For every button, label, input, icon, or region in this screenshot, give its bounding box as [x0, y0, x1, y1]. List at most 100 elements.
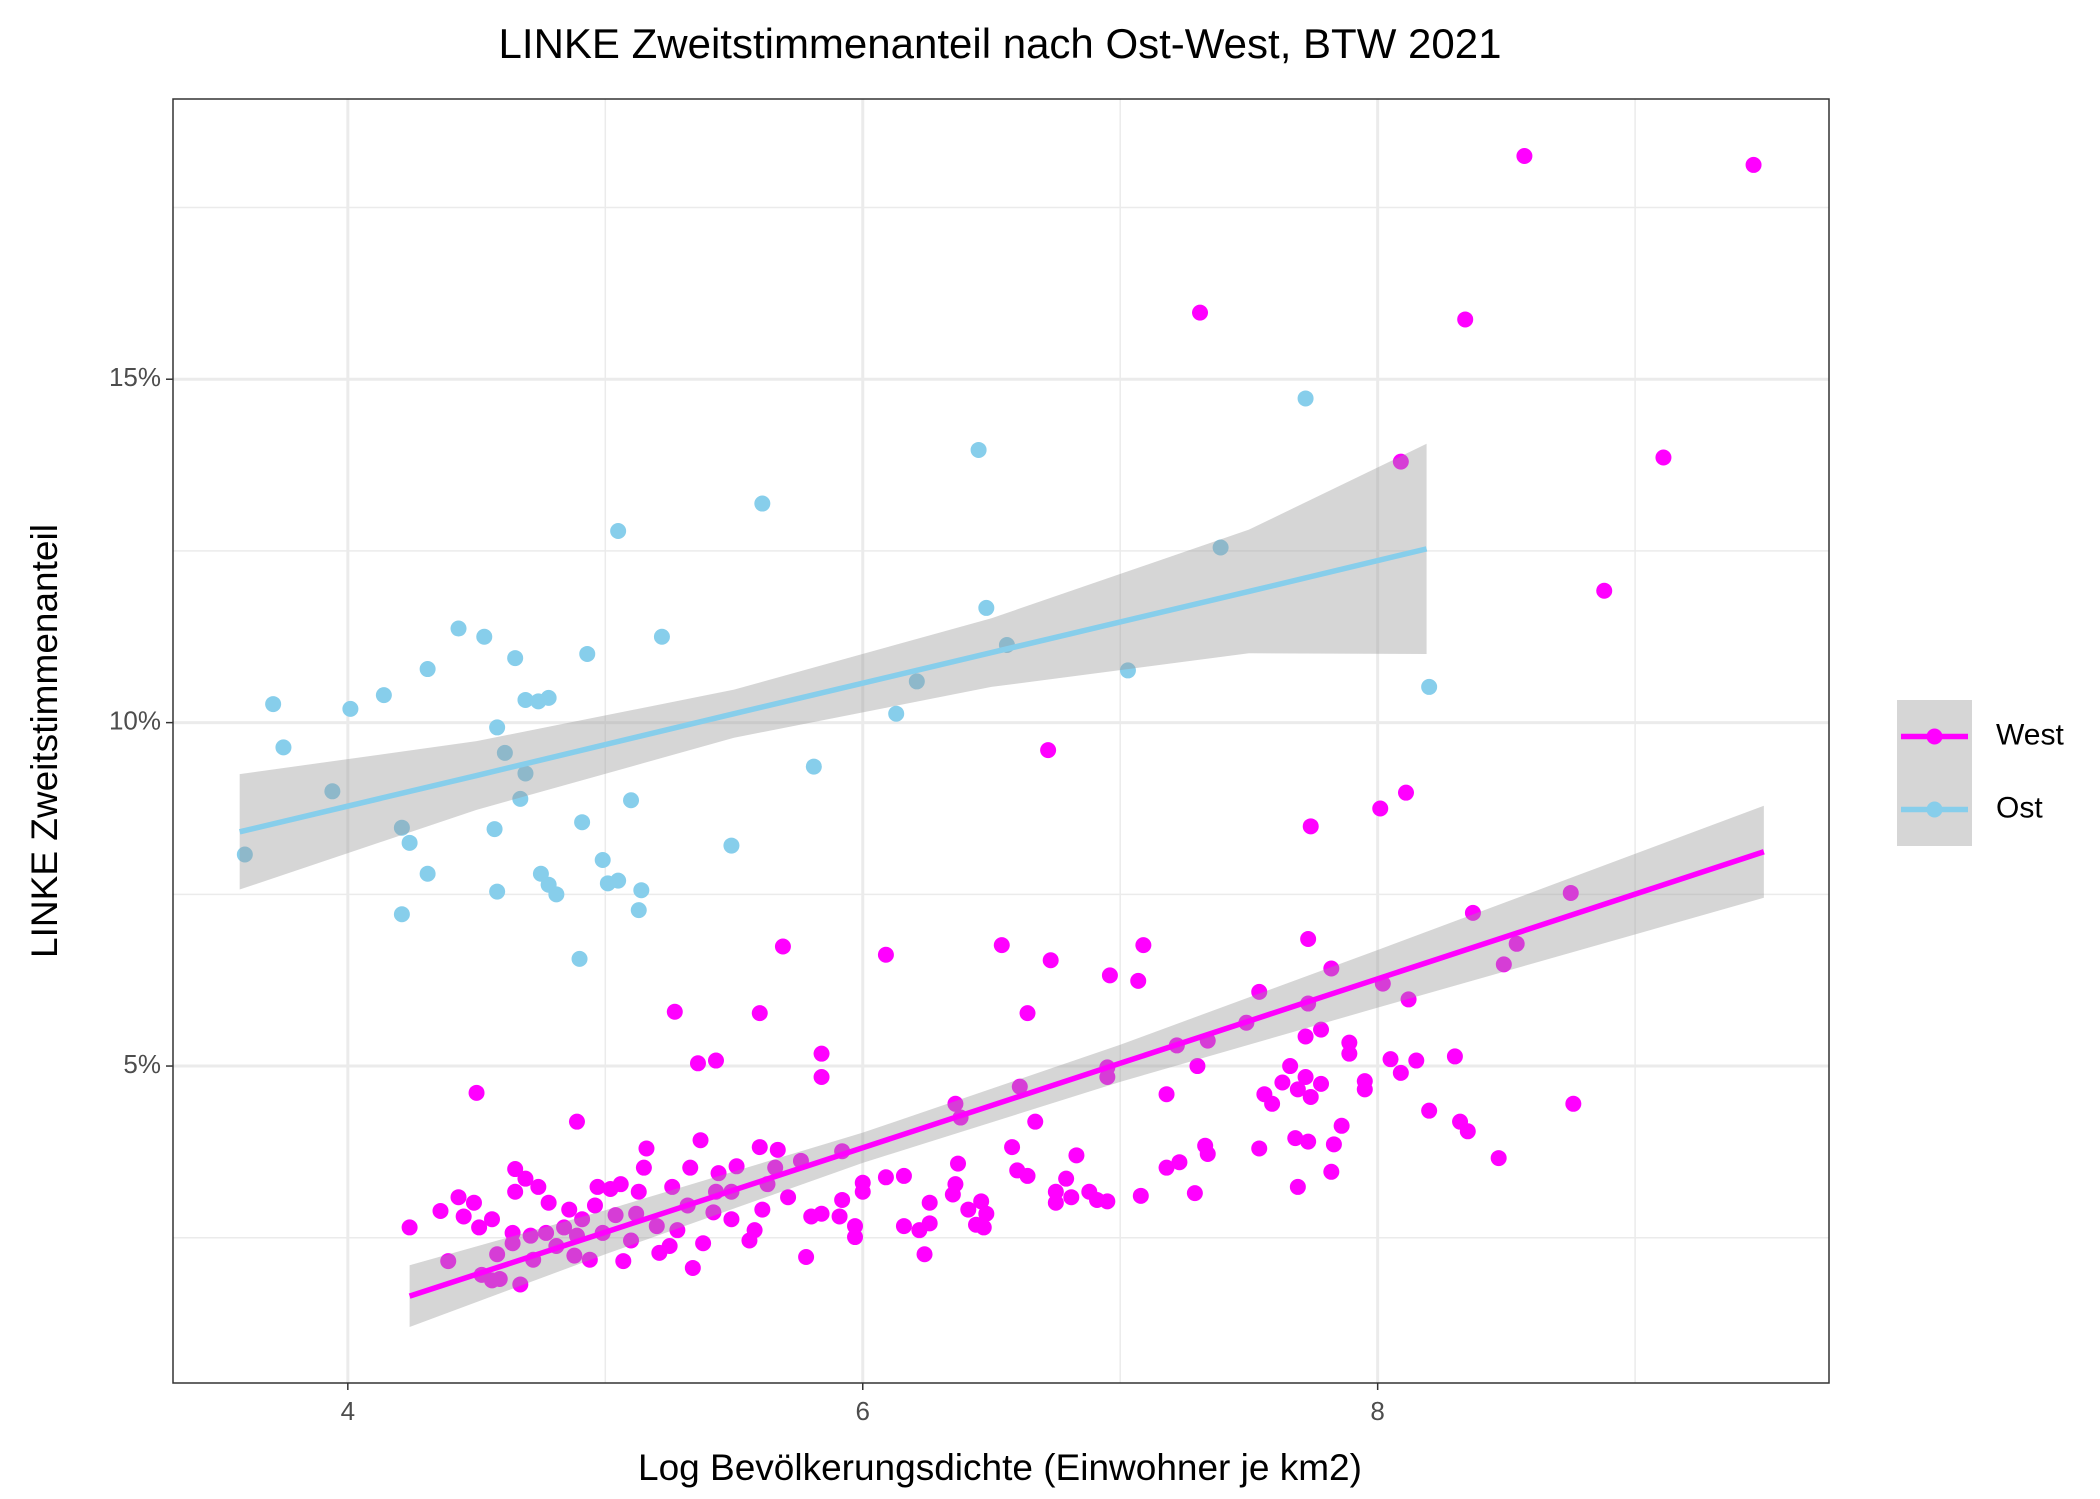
data-point — [574, 814, 591, 831]
data-point — [1289, 1081, 1306, 1098]
data-point — [538, 1224, 555, 1241]
data-point — [275, 739, 292, 756]
data-point — [975, 1219, 992, 1236]
data-point — [774, 938, 791, 955]
data-point — [1565, 1095, 1582, 1112]
data-point — [512, 1276, 529, 1293]
data-point — [1297, 1028, 1314, 1045]
data-point — [1300, 930, 1317, 947]
data-point — [1508, 935, 1525, 952]
data-point — [682, 1159, 699, 1176]
data-point — [754, 1201, 771, 1218]
data-point — [517, 765, 534, 782]
legend-label: Ost — [1996, 791, 2043, 824]
data-point — [1323, 960, 1340, 977]
data-point — [1192, 304, 1209, 321]
data-point — [769, 1141, 786, 1158]
data-point — [877, 1169, 894, 1186]
data-point — [1372, 800, 1389, 817]
x-axis-label: Log Bevölkerungsdichte (Einwohner je km2… — [638, 1447, 1362, 1488]
data-point — [566, 1247, 583, 1264]
data-point — [1313, 1075, 1330, 1092]
data-point — [419, 661, 436, 678]
data-point — [1189, 1058, 1206, 1075]
y-tick-label: 5% — [123, 1049, 161, 1079]
data-point — [1101, 967, 1118, 984]
data-point — [548, 886, 565, 903]
fit-line — [239, 546, 1428, 835]
confidence-band — [239, 443, 1427, 890]
data-point — [1356, 1081, 1373, 1098]
data-point — [1313, 1021, 1330, 1038]
data-point — [236, 846, 253, 863]
data-point — [504, 1224, 521, 1241]
data-point — [1408, 1052, 1425, 1069]
data-point — [911, 1222, 928, 1239]
data-point — [741, 1232, 758, 1249]
data-point — [375, 687, 392, 704]
data-point — [831, 1208, 848, 1225]
data-point — [489, 883, 506, 900]
plot-border — [172, 98, 1830, 1384]
data-point — [1289, 1178, 1306, 1195]
data-point — [522, 1227, 539, 1244]
data-point — [476, 628, 493, 645]
data-point — [1099, 1193, 1116, 1210]
data-point — [1004, 1139, 1021, 1156]
data-point — [723, 1211, 740, 1228]
data-point — [1464, 904, 1481, 921]
data-point — [1323, 1163, 1340, 1180]
data-point — [486, 821, 503, 838]
data-point — [1171, 1154, 1188, 1171]
data-point — [419, 865, 436, 882]
data-point — [1341, 1034, 1358, 1051]
data-point — [1282, 1058, 1299, 1075]
data-point — [633, 882, 650, 899]
data-point — [950, 1155, 967, 1172]
data-point — [1302, 818, 1319, 835]
data-point — [401, 834, 418, 851]
data-point — [623, 1232, 640, 1249]
data-point — [568, 1113, 585, 1130]
data-point — [561, 1201, 578, 1218]
data-point — [798, 1248, 815, 1265]
data-point — [401, 1219, 418, 1236]
data-point — [1297, 390, 1314, 407]
data-point — [630, 1183, 647, 1200]
data-point — [1058, 1170, 1075, 1187]
data-point — [1042, 952, 1059, 969]
chart-title: LINKE Zweitstimmenanteil nach Ost-West, … — [499, 20, 1502, 67]
data-point — [468, 1084, 485, 1101]
data-point — [970, 441, 987, 458]
data-point — [507, 1183, 524, 1200]
fit-line — [408, 849, 1765, 1299]
data-point — [1302, 1088, 1319, 1105]
data-point — [1047, 1194, 1064, 1211]
data-point — [1596, 582, 1613, 599]
x-tick-label: 4 — [341, 1396, 355, 1426]
data-point — [602, 1180, 619, 1197]
data-point — [1490, 1150, 1507, 1167]
data-point — [648, 1218, 665, 1235]
data-point — [978, 599, 995, 616]
data-point — [635, 1159, 652, 1176]
data-point — [847, 1229, 864, 1246]
data-point — [1047, 1183, 1064, 1200]
data-point — [692, 1132, 709, 1149]
data-point — [1130, 972, 1147, 989]
data-point — [483, 1211, 500, 1228]
data-point — [895, 1167, 912, 1184]
data-point — [517, 1170, 534, 1187]
data-point — [1199, 1145, 1216, 1162]
data-point — [908, 673, 925, 690]
data-point — [579, 645, 596, 662]
legend-point — [1926, 728, 1943, 745]
data-point — [754, 495, 771, 512]
data-point — [1300, 1133, 1317, 1150]
legend-label: West — [1996, 718, 2064, 751]
data-point — [705, 1204, 722, 1221]
data-point — [607, 1207, 624, 1224]
data-point — [1421, 1102, 1438, 1119]
data-point — [684, 1259, 701, 1276]
